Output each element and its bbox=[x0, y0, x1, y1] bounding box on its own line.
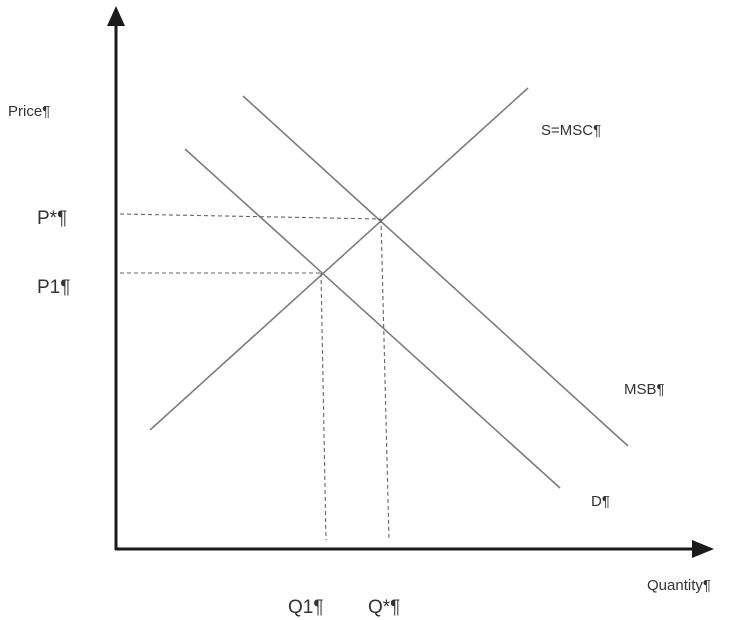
q1-label: Q1¶ bbox=[288, 597, 324, 618]
msb-curve bbox=[242, 95, 629, 447]
x-axis-arrowhead bbox=[692, 540, 714, 558]
demand-curve bbox=[184, 148, 561, 489]
supply-msc-curve bbox=[149, 87, 529, 431]
q1-guide bbox=[320, 272, 327, 541]
q-star-guide bbox=[380, 218, 390, 541]
y-axis-arrowhead bbox=[107, 6, 125, 26]
p-star-guide bbox=[119, 213, 382, 220]
q-star-label: Q*¶ bbox=[368, 597, 400, 618]
x-axis-label: Quantity¶ bbox=[647, 577, 711, 594]
demand-label: D¶ bbox=[591, 493, 610, 510]
p-star-label: P*¶ bbox=[37, 208, 67, 229]
y-axis-label: Price¶ bbox=[8, 103, 50, 120]
msb-label: MSB¶ bbox=[624, 381, 665, 398]
p1-label: P1¶ bbox=[37, 277, 70, 298]
supply-msc-label: S=MSC¶ bbox=[541, 122, 601, 139]
